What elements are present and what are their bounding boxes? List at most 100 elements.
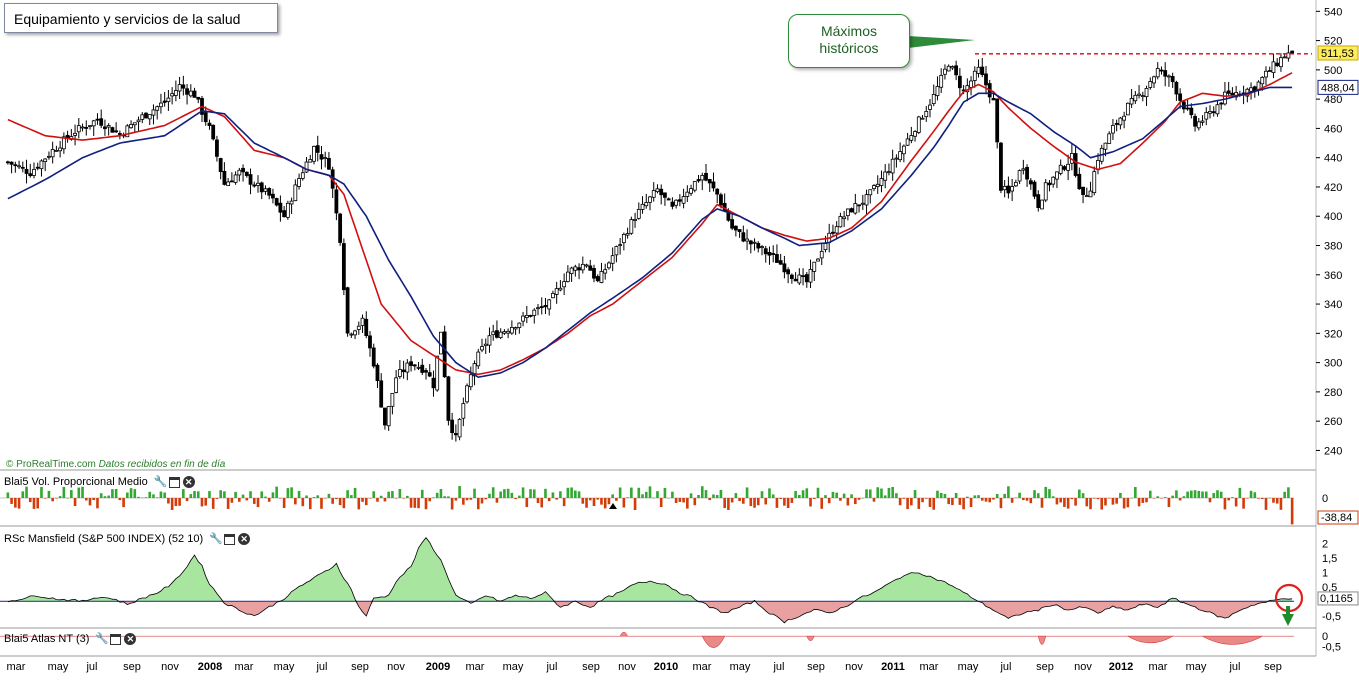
volume-bar [966,496,969,498]
x-month-label: sep [807,661,825,673]
volume-bar [111,489,114,498]
candle-body [999,142,1003,191]
volume-bar [1190,490,1193,498]
candle-body [192,90,197,98]
rsc-negative-area [7,601,1293,623]
volume-bar [208,491,211,498]
candle-body [681,196,686,204]
volume-bar [540,498,544,508]
candle-body [1002,185,1007,191]
volume-bar [924,498,928,499]
candle-body [293,184,298,202]
candle-body [816,258,820,262]
x-year-label: 2009 [426,661,450,673]
volume-bar [745,487,749,498]
candle-body [144,112,148,119]
window-icon[interactable] [168,477,180,488]
candle-body [775,254,779,263]
volume-bar [1212,493,1216,498]
volume-bar [62,486,66,498]
volume-bar [559,491,562,498]
volume-panel-header: Blai5 Vol. Proporcional Medio 🔧 ✕ [4,474,198,490]
volume-bar [999,498,1003,509]
volume-bar [615,498,618,501]
volume-bar [988,498,992,503]
atlas-panel-header: Blai5 Atlas NT (3) 🔧 ✕ [4,631,139,647]
candle-body [173,90,178,96]
candle-body [1122,115,1127,121]
candle-body [401,369,406,373]
volume-bar [644,491,648,498]
window-icon[interactable] [224,534,236,545]
candle-body [670,201,675,207]
wrench-icon[interactable]: 🔧 [95,633,110,645]
candle-body [838,216,843,228]
y-tick-label: 360 [1324,270,1342,282]
candle-body [282,210,287,218]
ma-value-tag [1317,79,1359,95]
y-tick-label: 460 [1324,123,1342,135]
volume-bar [428,498,432,502]
volume-bar [21,491,25,498]
volume-bar [1246,498,1249,499]
close-icon[interactable]: ✕ [182,476,195,488]
candle-body [218,158,223,173]
candle-body [461,403,466,419]
volume-bar [495,498,499,503]
volume-bar [749,498,753,507]
candle-body [931,94,936,105]
candle-body [106,125,111,128]
candle-body [1275,62,1280,67]
volume-bar [36,498,40,509]
candle-body [386,406,391,427]
volume-bar [1257,498,1260,499]
candle-body [580,263,585,271]
volume-bar [727,498,730,510]
candle-body [24,168,29,174]
candle-body [1226,90,1231,94]
volume-bar [271,492,275,498]
volume-bar [536,498,540,504]
candle-body [397,369,402,377]
candle-body [621,234,626,244]
candle-body [1267,70,1272,72]
volume-bar [678,498,682,502]
wrench-icon[interactable]: 🔧 [153,476,168,488]
candle-body [831,231,835,234]
candle-body [543,305,548,308]
axes-labels: 240 260 280 300 320 340 360 380 400 420 440 460 480 5… [6,6,1359,673]
volume-bar [566,487,570,498]
volume-bar [1040,498,1044,508]
candle-body [151,109,156,116]
window-icon[interactable] [110,634,122,645]
candle-body [509,327,514,334]
volume-bar [995,493,999,498]
wrench-icon[interactable]: 🔧 [209,533,223,545]
volume-bar [984,498,988,502]
volume-bar [1178,498,1182,501]
candle-body [950,66,955,69]
last-price-label: 511,53 [1321,48,1354,60]
x-month-label: sep [123,661,141,673]
volume-bar [958,498,962,505]
volume-bar [551,492,555,498]
candle-body [1208,110,1212,114]
volume-bar [1238,487,1242,498]
volume-bar [581,498,585,504]
volume-bar [163,492,166,498]
volume-bar [488,493,491,498]
volume-bar [861,497,865,499]
volume-bar [126,492,129,498]
x-month-label: may [730,661,751,673]
candle-body [1196,121,1201,129]
candle-body [457,418,462,438]
close-icon[interactable]: ✕ [124,633,137,645]
candle-body [110,127,115,133]
volume-bar [84,498,88,501]
candle-body [536,307,540,310]
volume-bar [801,490,805,498]
candle-body [957,75,962,89]
candle-body [32,168,36,176]
close-icon[interactable]: ✕ [238,533,251,545]
